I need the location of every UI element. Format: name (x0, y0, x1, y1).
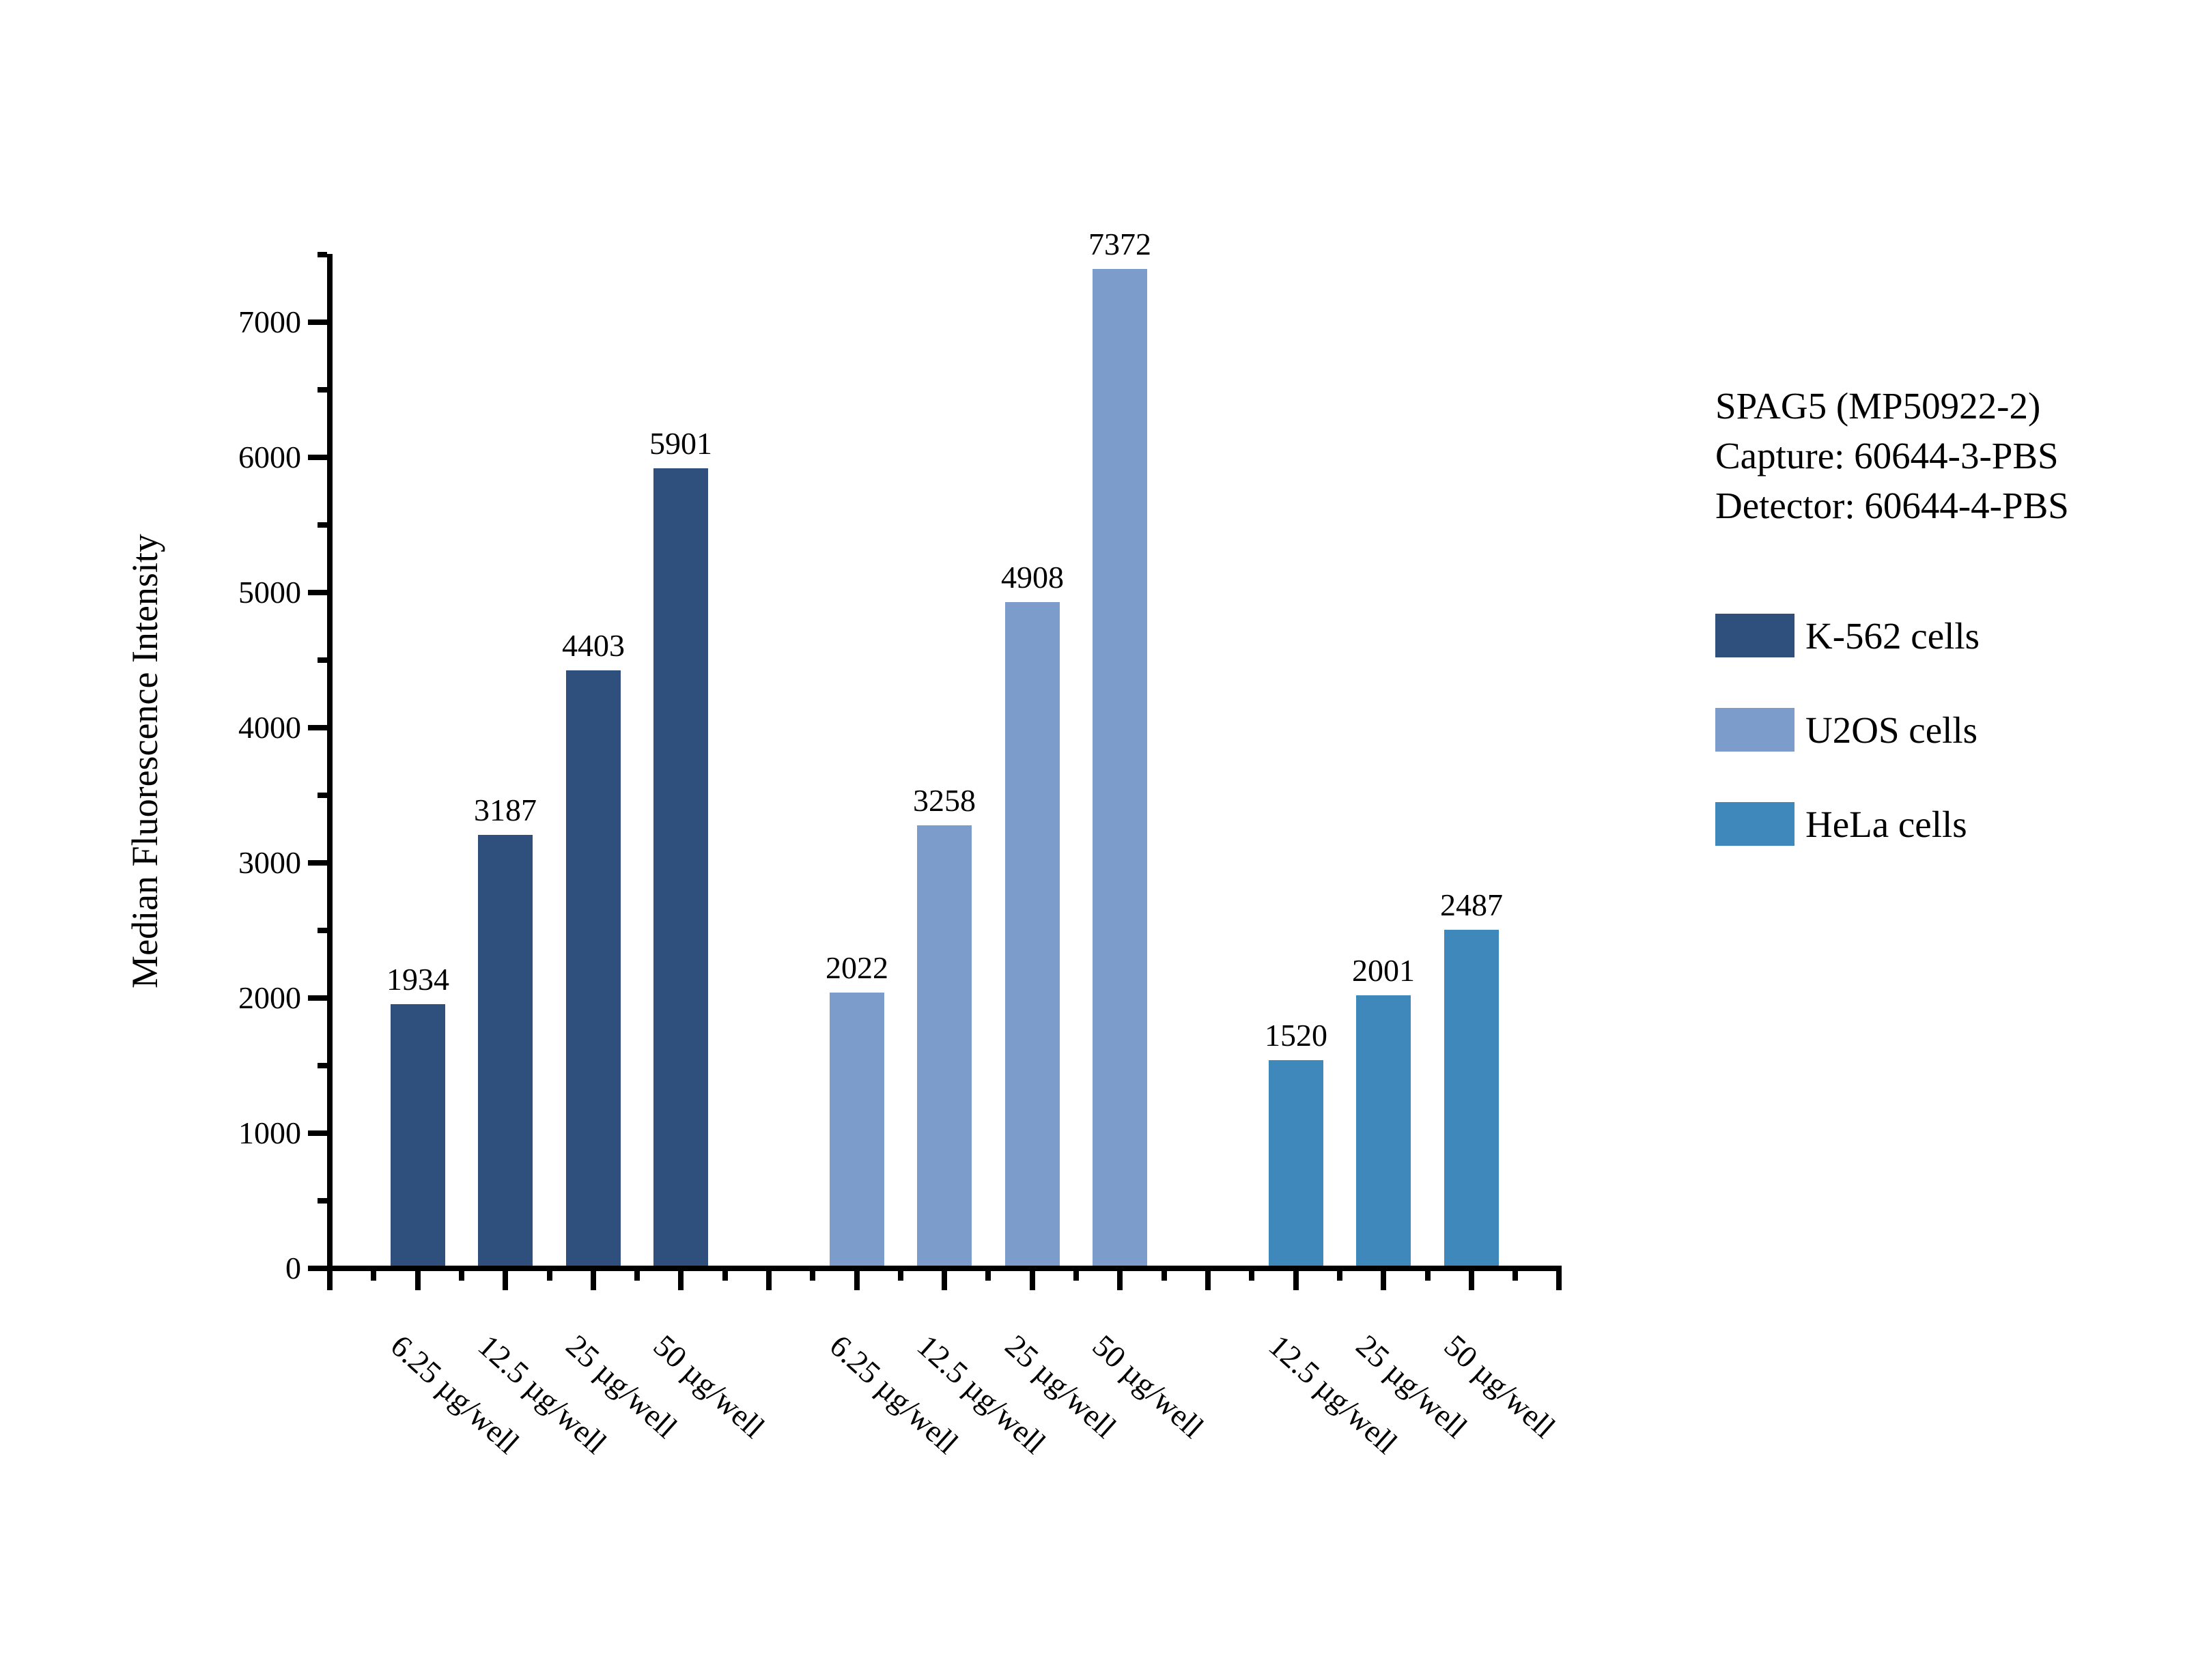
y-axis-line (327, 254, 333, 1271)
legend: SPAG5 (MP50922-2) Capture: 60644-3-PBS D… (1715, 381, 2069, 896)
annotation-detector: Detector: 60644-4-PBS (1715, 485, 2069, 526)
legend-items: K-562 cells U2OS cells HeLa cells (1715, 614, 2069, 846)
x-minor-tick (1249, 1271, 1254, 1281)
x-major-tick (678, 1271, 684, 1290)
bar-k-562-cells (391, 1004, 445, 1266)
x-major-tick (1556, 1271, 1562, 1290)
x-minor-tick (634, 1271, 640, 1281)
x-major-tick (591, 1271, 596, 1290)
x-major-tick (1030, 1271, 1035, 1290)
x-minor-tick (722, 1271, 728, 1281)
x-minor-tick (810, 1271, 815, 1281)
x-minor-tick (459, 1271, 464, 1281)
bar-value-label: 2001 (1352, 953, 1415, 988)
y-major-tick (308, 725, 327, 730)
legend-swatch-u2os-icon (1715, 708, 1794, 752)
x-minor-tick (1512, 1271, 1518, 1281)
y-minor-tick (318, 657, 327, 663)
bar-u2os-cells (1093, 269, 1147, 1266)
annotation-block: SPAG5 (MP50922-2) Capture: 60644-3-PBS D… (1715, 381, 2069, 530)
y-minor-tick (318, 793, 327, 798)
legend-label-u2os: U2OS cells (1805, 709, 1978, 751)
bar-value-label: 2022 (826, 950, 888, 985)
bar-value-label: 3187 (474, 793, 537, 827)
x-major-tick (942, 1271, 947, 1290)
legend-label-k562: K-562 cells (1805, 614, 1980, 657)
legend-item-u2os: U2OS cells (1715, 708, 2069, 752)
y-major-tick (308, 590, 327, 595)
x-minor-tick (985, 1271, 991, 1281)
bar-value-label: 3258 (913, 783, 976, 818)
x-major-tick (854, 1271, 860, 1290)
annotation-protein: SPAG5 (MP50922-2) (1715, 385, 2041, 427)
bar-u2os-cells (1005, 602, 1060, 1266)
y-axis-title: Median Fluorescence Intensity (124, 534, 165, 988)
x-major-tick (766, 1271, 772, 1290)
bar-hela-cells (1444, 930, 1499, 1266)
y-tick-label: 4000 (238, 710, 301, 745)
y-tick-label: 3000 (238, 845, 301, 880)
y-minor-tick (318, 1063, 327, 1068)
y-major-tick (308, 455, 327, 460)
x-minor-tick (898, 1271, 903, 1281)
x-major-tick (1205, 1271, 1211, 1290)
y-major-tick (308, 319, 327, 325)
x-minor-tick (1425, 1271, 1431, 1281)
legend-swatch-k562-icon (1715, 614, 1794, 657)
bar-u2os-cells (917, 825, 972, 1266)
x-major-tick (415, 1271, 421, 1290)
y-minor-tick (318, 252, 327, 257)
x-axis-line (327, 1266, 1562, 1271)
y-major-tick (308, 995, 327, 1001)
bar-value-label: 4403 (562, 628, 625, 663)
y-minor-tick (318, 928, 327, 933)
x-major-tick (1117, 1271, 1123, 1290)
y-tick-label: 0 (285, 1251, 301, 1285)
y-tick-label: 7000 (238, 304, 301, 339)
annotation-capture: Capture: 60644-3-PBS (1715, 435, 2059, 476)
x-major-tick (503, 1271, 508, 1290)
bar-k-562-cells (653, 468, 708, 1266)
y-minor-tick (318, 522, 327, 528)
y-tick-label: 1000 (238, 1115, 301, 1150)
bar-value-label: 7372 (1088, 227, 1151, 261)
y-minor-tick (318, 1198, 327, 1204)
y-tick-label: 6000 (238, 440, 301, 474)
legend-item-hela: HeLa cells (1715, 802, 2069, 846)
x-major-tick (327, 1271, 333, 1290)
bar-value-label: 1520 (1265, 1018, 1327, 1053)
x-major-tick (1293, 1271, 1299, 1290)
bar-u2os-cells (830, 993, 884, 1266)
x-minor-tick (547, 1271, 552, 1281)
x-minor-tick (1073, 1271, 1079, 1281)
y-minor-tick (318, 387, 327, 393)
x-minor-tick (1337, 1271, 1342, 1281)
bar-k-562-cells (566, 670, 621, 1266)
legend-swatch-hela-icon (1715, 802, 1794, 846)
x-minor-tick (371, 1271, 376, 1281)
y-major-tick (308, 1130, 327, 1136)
bar-hela-cells (1269, 1060, 1323, 1266)
y-major-tick (308, 860, 327, 866)
bar-value-label: 5901 (649, 426, 712, 461)
x-minor-tick (1162, 1271, 1167, 1281)
y-tick-label: 2000 (238, 980, 301, 1015)
bar-value-label: 1934 (386, 962, 449, 997)
x-major-tick (1381, 1271, 1386, 1290)
y-major-tick (308, 1266, 327, 1271)
bar-value-label: 2487 (1440, 887, 1503, 922)
y-tick-label: 5000 (238, 575, 301, 610)
bar-hela-cells (1356, 995, 1411, 1266)
bar-k-562-cells (478, 835, 533, 1266)
bar-value-label: 4908 (1001, 560, 1064, 595)
legend-label-hela: HeLa cells (1805, 803, 1967, 845)
legend-item-k562: K-562 cells (1715, 614, 2069, 657)
x-major-tick (1469, 1271, 1474, 1290)
